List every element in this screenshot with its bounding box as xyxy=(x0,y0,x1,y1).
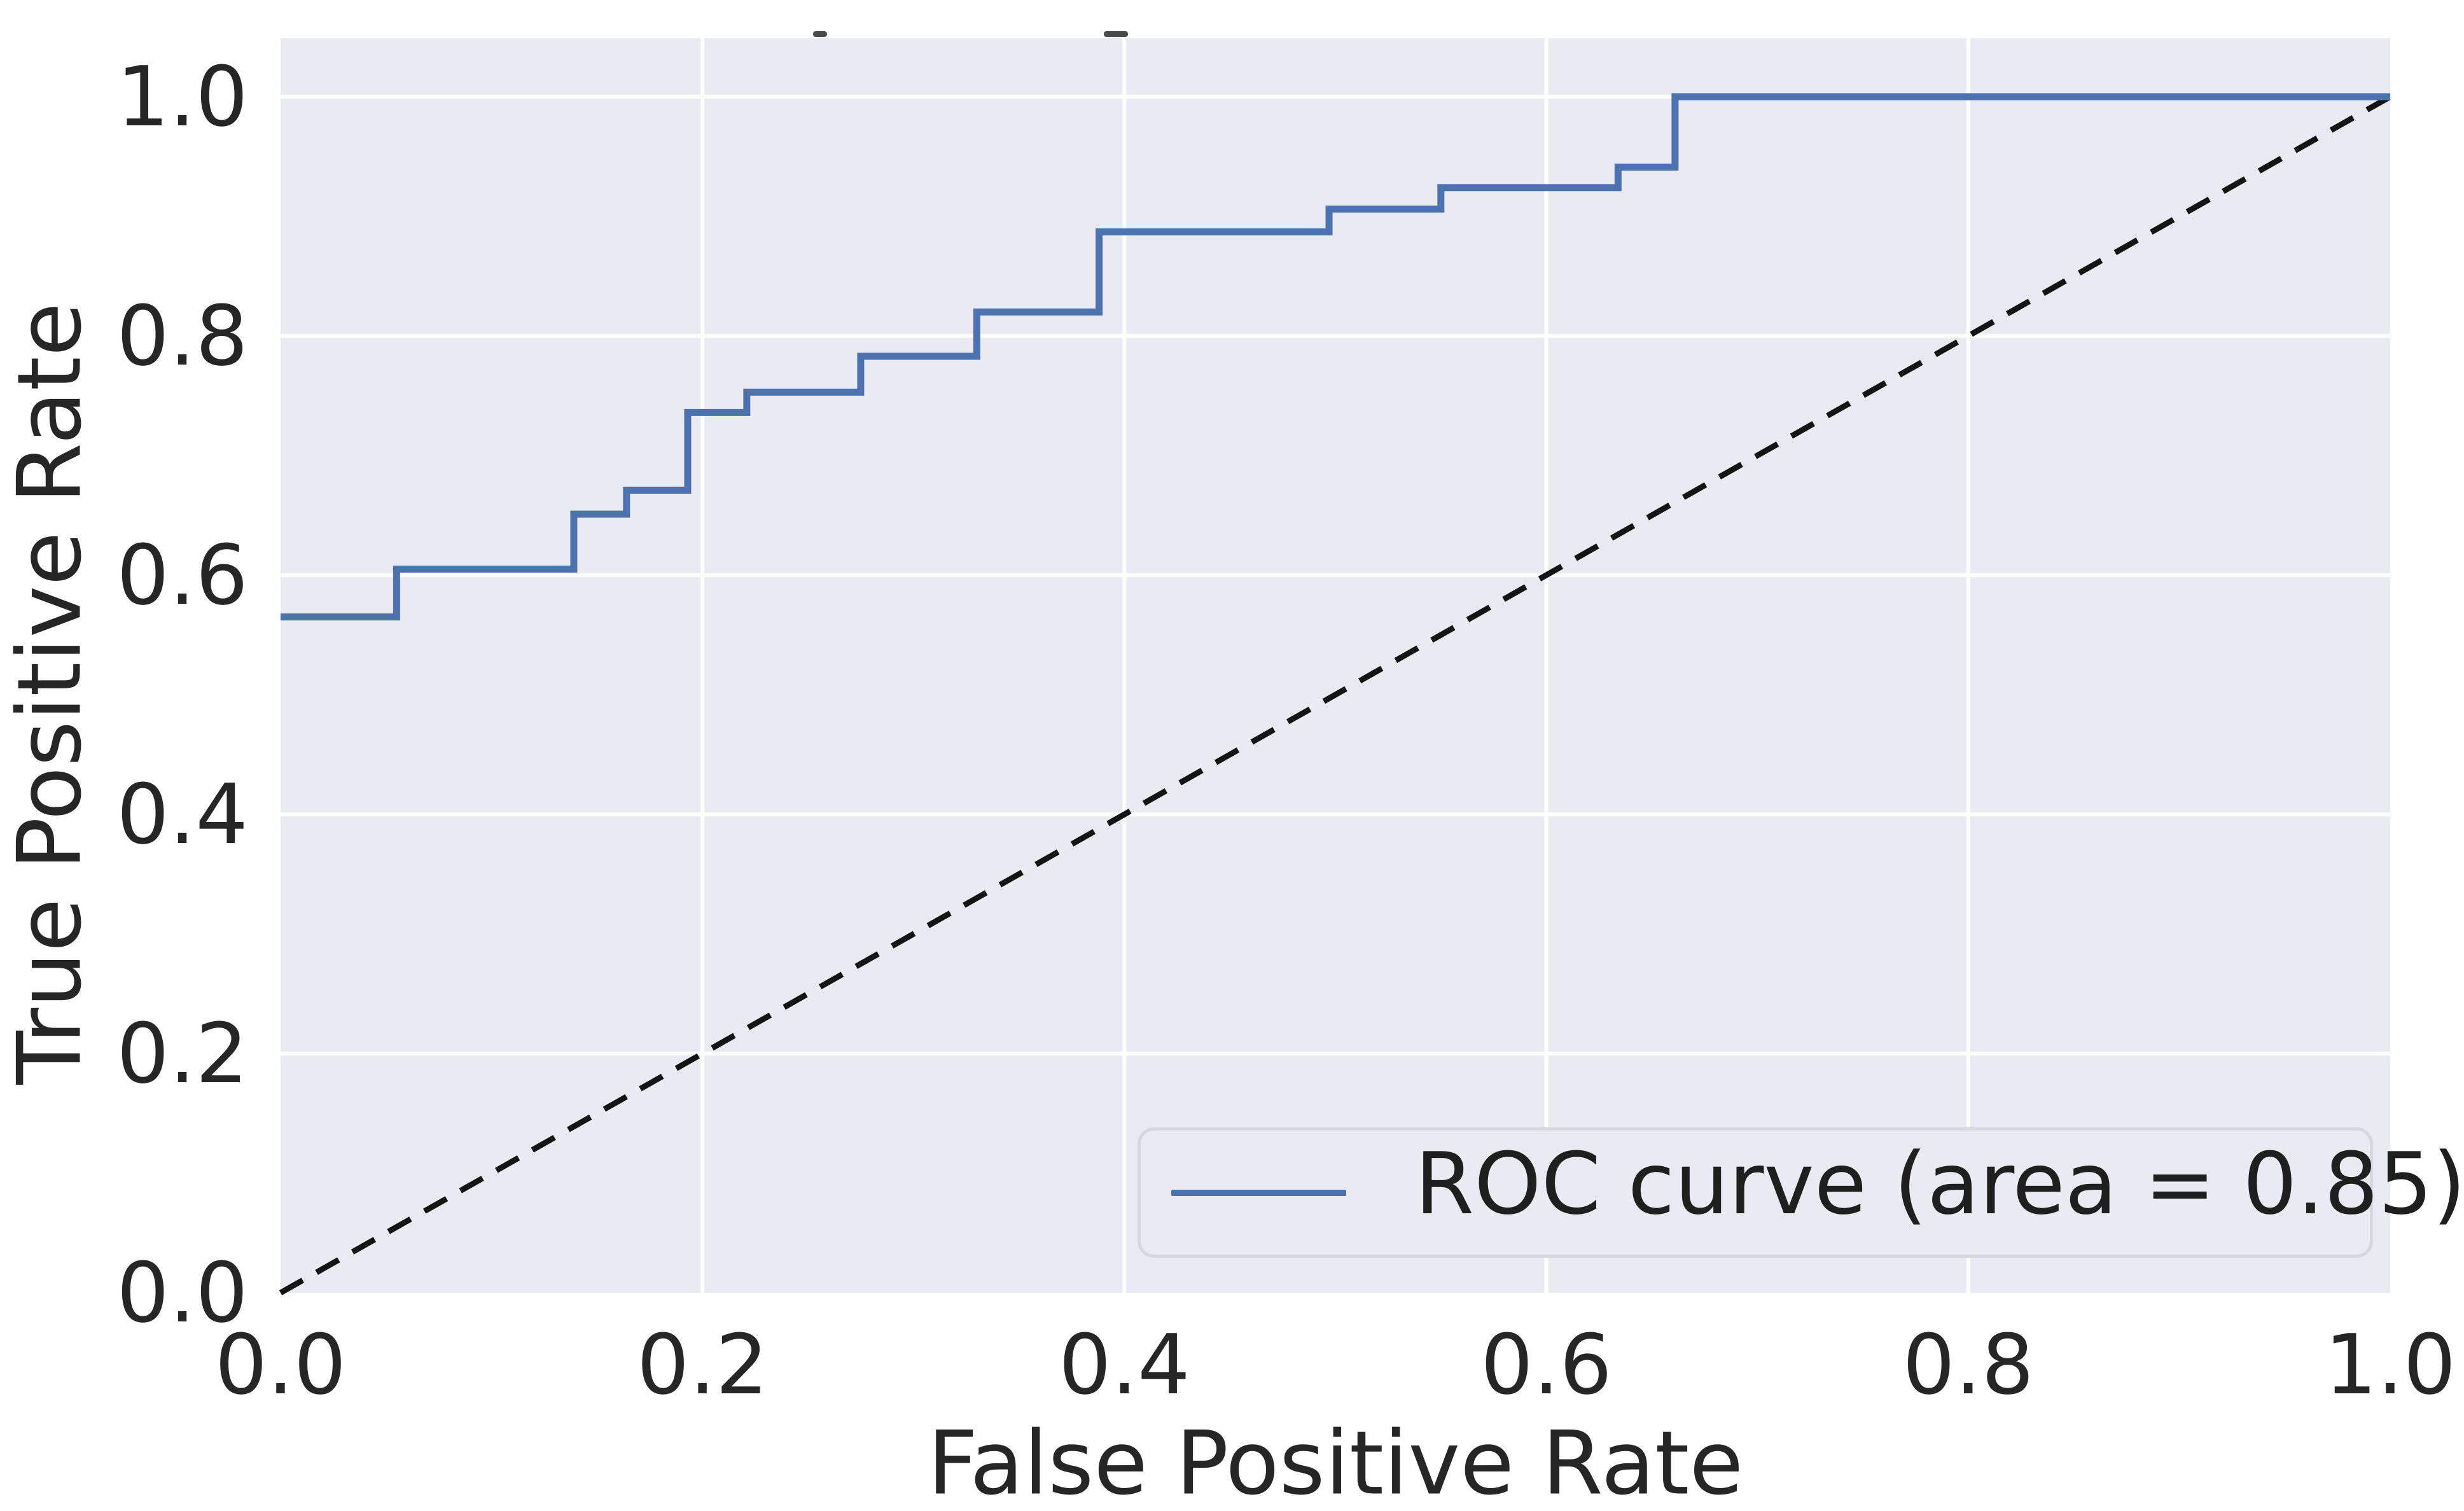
y-tick-label: 0.6 xyxy=(116,527,248,623)
y-tick-label: 1.0 xyxy=(116,48,248,145)
y-axis-label: True Positive Rate xyxy=(0,302,101,1085)
y-tick-label: 0.8 xyxy=(116,288,248,384)
chance-diagonal-line xyxy=(279,94,2392,1295)
x-tick-label: 0.2 xyxy=(636,1316,769,1413)
roc-curve-line xyxy=(281,93,2390,621)
y-tick-label: 0.4 xyxy=(116,766,248,863)
x-tick-label: 1.0 xyxy=(2324,1316,2456,1413)
y-tick-label: 0.0 xyxy=(116,1244,248,1341)
x-tick-label: 0.6 xyxy=(1480,1316,1612,1413)
cropped-title-remnant xyxy=(813,31,827,37)
x-tick-label: 0.0 xyxy=(214,1316,347,1413)
plot-area xyxy=(281,38,2390,1293)
x-tick-label: 0.4 xyxy=(1059,1316,1190,1413)
legend-entry-label: ROC curve (area = 0.85) xyxy=(1415,1134,2464,1234)
x-axis-label: False Positive Rate xyxy=(927,1412,1744,1511)
y-tick-label: 0.2 xyxy=(116,1005,248,1102)
cropped-title-remnant xyxy=(1104,31,1128,37)
legend-line-sample xyxy=(1171,1189,1346,1196)
x-tick-label: 0.8 xyxy=(1902,1316,2035,1413)
legend: ROC curve (area = 0.85) xyxy=(1138,1127,2464,1258)
